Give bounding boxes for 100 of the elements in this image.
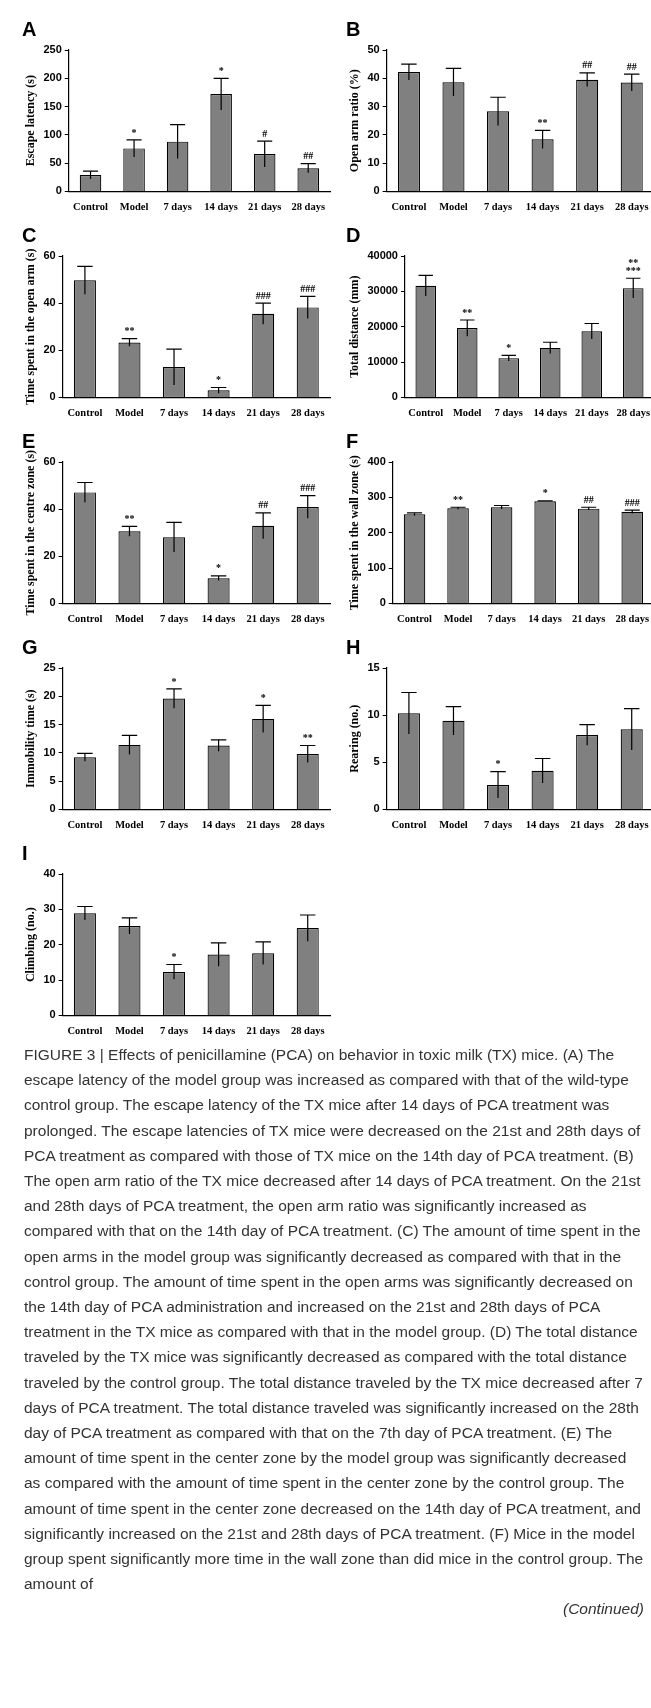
y-tick-label: 10 xyxy=(43,745,56,758)
x-tick-label: Control xyxy=(67,1025,103,1037)
y-tick-label: 200 xyxy=(367,525,386,538)
annotation: ## xyxy=(303,150,314,162)
annotation: ** xyxy=(462,306,473,318)
x-tick-label: Model xyxy=(115,1025,144,1037)
chart-title: H xyxy=(346,635,361,658)
x-tick-label: 14 days xyxy=(528,613,562,625)
x-tick-label: Model xyxy=(439,201,468,213)
y-tick-label: 50 xyxy=(367,43,380,56)
y-axis-title: Time spent in the wall zone (s) xyxy=(347,455,362,611)
annotation: # xyxy=(262,127,268,139)
annotation: ** xyxy=(537,116,548,128)
y-tick-label: 50 xyxy=(49,156,62,169)
y-tick-label: 20 xyxy=(43,937,56,950)
annotation: ** xyxy=(453,493,464,505)
y-tick-label: 0 xyxy=(379,596,386,609)
annotation: ### xyxy=(624,496,640,508)
y-tick-label: 10 xyxy=(367,708,380,721)
y-tick-label: 0 xyxy=(373,802,380,815)
x-tick-label: Control xyxy=(408,407,444,419)
x-tick-label: 21 days xyxy=(246,819,280,831)
y-tick-label: 100 xyxy=(367,561,386,574)
x-tick-label: 21 days xyxy=(246,407,280,419)
x-tick-label: Model xyxy=(115,613,144,625)
y-tick-label: 30 xyxy=(367,99,380,112)
annotation: * xyxy=(131,126,137,138)
y-tick-label: 15 xyxy=(367,661,380,674)
y-tick-label: 0 xyxy=(391,390,398,403)
x-tick-label: 14 days xyxy=(201,1025,236,1037)
x-tick-label: Model xyxy=(443,613,473,625)
x-tick-label: Control xyxy=(397,613,433,625)
y-tick-label: 40 xyxy=(43,867,56,880)
x-tick-label: 21 days xyxy=(247,201,282,213)
y-tick-label: 20000 xyxy=(367,319,398,332)
y-tick-label: 60 xyxy=(43,249,56,262)
y-tick-label: 300 xyxy=(367,490,386,503)
y-axis-title: Time spent in the open arm (s) xyxy=(23,248,38,405)
y-tick-label: 60 xyxy=(43,455,56,468)
x-tick-label: 14 days xyxy=(533,407,568,419)
x-tick-label: 21 days xyxy=(571,613,606,625)
y-tick-label: 20 xyxy=(43,343,56,356)
x-tick-label: 7 days xyxy=(483,819,513,831)
y-axis-title: Time spent in the centre zone (s) xyxy=(23,449,38,616)
x-tick-label: Model xyxy=(115,819,144,831)
x-tick-label: 28 days xyxy=(614,201,649,213)
x-tick-label: 21 days xyxy=(574,407,609,419)
annotation: ## xyxy=(582,59,593,71)
x-tick-label: 28 days xyxy=(616,407,651,419)
x-tick-label: 14 days xyxy=(204,201,238,213)
chart-title: F xyxy=(346,429,359,452)
annotation: * xyxy=(495,758,501,770)
annotation: * xyxy=(218,64,224,76)
x-tick-label: 21 days xyxy=(570,201,604,213)
y-tick-label: 5 xyxy=(49,774,56,787)
x-tick-label: 28 days xyxy=(290,819,325,831)
y-tick-label: 200 xyxy=(43,71,62,84)
text: (Continued) xyxy=(562,1599,644,1620)
chart-title: A xyxy=(22,17,37,40)
annotation: * xyxy=(216,562,222,574)
y-tick-label: 30000 xyxy=(367,284,398,297)
y-tick-label: 10 xyxy=(367,156,380,169)
annotation: ** xyxy=(124,512,135,524)
x-tick-label: Control xyxy=(67,819,103,831)
x-tick-label: 28 days xyxy=(290,1025,325,1037)
y-axis-title: Climbing (no.) xyxy=(23,907,38,983)
x-tick-label: Control xyxy=(67,613,103,625)
annotation: ### xyxy=(255,289,271,301)
annotation: ** xyxy=(124,325,135,337)
x-tick-label: 28 days xyxy=(615,613,650,625)
chart-title: G xyxy=(22,635,38,658)
x-tick-label: Control xyxy=(391,819,427,831)
y-tick-label: 40 xyxy=(43,502,56,515)
y-axis-title: Rearing (no.) xyxy=(347,704,362,773)
annotation: * xyxy=(171,951,177,963)
annotation: * xyxy=(542,487,548,499)
chart-title: D xyxy=(346,223,361,246)
y-axis-title: Total distance (mm) xyxy=(347,275,362,378)
y-tick-label: 400 xyxy=(367,455,386,468)
y-tick-label: 0 xyxy=(49,390,56,403)
x-tick-label: 28 days xyxy=(614,819,649,831)
x-tick-label: 7 days xyxy=(159,613,189,625)
y-tick-label: 150 xyxy=(43,99,62,112)
x-tick-label: Model xyxy=(439,819,468,831)
y-tick-label: 20 xyxy=(43,549,56,562)
y-tick-label: 40 xyxy=(43,296,56,309)
x-tick-label: 7 days xyxy=(159,1025,189,1037)
y-tick-label: 15 xyxy=(43,717,56,730)
y-axis-title: Open arm ratio (%) xyxy=(347,69,362,173)
annotation: ## xyxy=(258,499,269,511)
x-tick-label: 7 days xyxy=(487,613,516,625)
annotation: * xyxy=(260,691,266,703)
y-tick-label: 100 xyxy=(43,127,62,140)
text: FIGURE 3 | Effects of penicillamine (PCA) on behavior in toxic milk (TX) mice. (A) The escape latency of the model group was increased as compared with that of the wild-type control group. The escape latency of the TX mice after 14 days of PCA treatment was prolonged. The escape latencies of TX mice were decreased on the 21st and 28th days of PCA treatment as compared with those of TX mice on the 14th day of PCA treatment. (B) The open arm ratio of the TX mice decreased after 14 days of PCA treatment. On the 21st and 28th days of PCA treatment, the open arm ratio was significantly increased as compared with that on the 14th day of PCA treatment. (C) The amount of time spent in the open arms in the model group was significantly decreased as compared with that in the control group. The amount of time spent in the open arms was significantly decreased on the 14th day of PCA administration and increased on the 21st and 28th days of PCA treatment in the TX mice as compared with that in the model group. (D) The total distance traveled by the TX mice was significantly decreased as compared with the total distance traveled by the control group. The total distance traveled by the TX mice decreased after 7 days of PCA treatment. The total distance traveled was significantly increased on the 28th day of PCA treatment as compared with that on the 7th day of PCA treatment. (E) The amount of time spent in the center zone by the model group was significantly decreased as compared with the amount of time spent in the center zone by the control group. The amount of time spent in the center zone decreased on the 14th day of PCA treatment, and significantly increased on the 21st and 28th days of PCA treatment. (F) Mice in the model group spent significantly more time in the wall zone than did mice in the control group. The amount of xyxy=(24,1046,644,1593)
x-tick-label: Control xyxy=(73,201,109,213)
y-tick-label: 10000 xyxy=(367,355,398,368)
y-tick-label: 0 xyxy=(49,1008,56,1021)
y-axis-title: Escape latency (s) xyxy=(23,75,38,167)
y-tick-label: 25 xyxy=(43,661,56,674)
x-tick-label: 28 days xyxy=(290,613,325,625)
